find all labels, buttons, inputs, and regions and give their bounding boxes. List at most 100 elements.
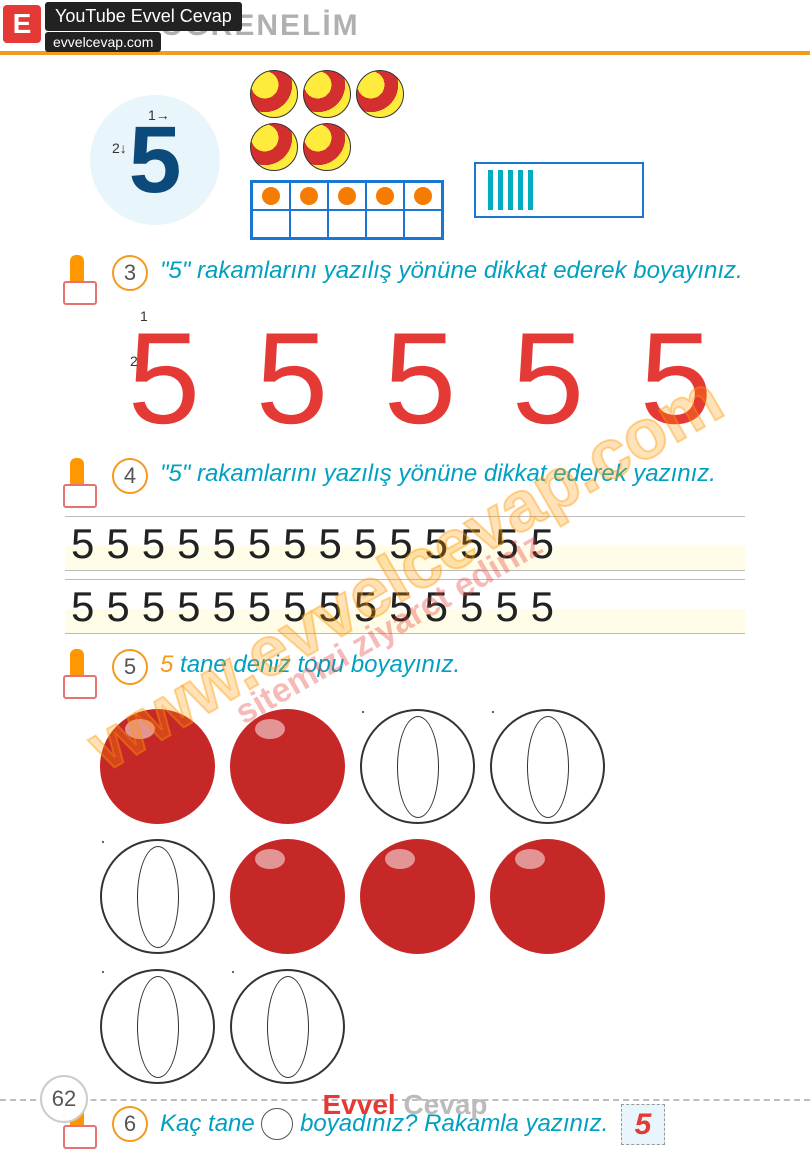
task-text: "5" rakamlarını yazılış yönüne dikkat ed… xyxy=(160,255,743,286)
outline-ball xyxy=(100,969,215,1084)
written-five: 5 xyxy=(142,583,165,631)
written-five: 5 xyxy=(71,520,94,568)
task6-text-a: Kaç tane xyxy=(160,1109,255,1136)
ten-cell xyxy=(328,210,366,238)
youtube-label: YouTube Evvel Cevap xyxy=(45,2,242,31)
written-five: 5 xyxy=(177,583,200,631)
coloring-balls-grid xyxy=(100,709,730,1084)
ten-cell xyxy=(290,182,328,210)
tally-mark xyxy=(518,170,523,210)
big-number-5: 5 xyxy=(129,113,182,208)
beach-ball-icon xyxy=(356,70,404,118)
trace-five: 5 xyxy=(128,313,200,443)
ten-cell xyxy=(252,210,290,238)
number-circle: 1→ 2↓ 5 xyxy=(90,95,220,225)
dot-icon xyxy=(414,187,432,205)
task-number: 4 xyxy=(112,458,148,494)
small-ball-icon xyxy=(261,1108,293,1140)
written-five: 5 xyxy=(389,583,412,631)
badge-e: E xyxy=(3,5,41,43)
written-five: 5 xyxy=(71,583,94,631)
written-five: 5 xyxy=(495,520,518,568)
colored-ball xyxy=(360,839,475,954)
written-five: 5 xyxy=(389,520,412,568)
brand-part1: Evvel xyxy=(323,1089,396,1120)
written-five: 5 xyxy=(106,520,129,568)
task-text: 5 tane deniz topu boyayınız. xyxy=(160,649,460,680)
colored-ball xyxy=(230,709,345,824)
tally-mark xyxy=(488,170,493,210)
task-number: 3 xyxy=(112,255,148,291)
written-five: 5 xyxy=(319,520,342,568)
ten-cell xyxy=(404,210,442,238)
beach-ball-icon xyxy=(250,123,298,171)
trace-five: 5 xyxy=(384,313,456,443)
written-five: 5 xyxy=(531,583,554,631)
tally-box xyxy=(474,162,644,218)
big-fives-row: 1 2 5 5 5 5 5 xyxy=(100,313,740,443)
page-content: 1→ 2↓ 5 xyxy=(0,70,810,1157)
stroke-1-label: 1→ xyxy=(148,107,170,123)
ten-cell xyxy=(328,182,366,210)
written-five: 5 xyxy=(177,520,200,568)
task-text: "5" rakamlarını yazılış yönüne dikkat ed… xyxy=(160,458,716,489)
written-five: 5 xyxy=(425,583,448,631)
written-five: 5 xyxy=(142,520,165,568)
task5-rest: tane deniz topu boyayınız. xyxy=(180,651,460,678)
tally-mark xyxy=(528,170,533,210)
written-five: 5 xyxy=(212,583,235,631)
colored-ball xyxy=(230,839,345,954)
written-five: 5 xyxy=(248,583,271,631)
ten-frame xyxy=(250,180,444,240)
written-five: 5 xyxy=(495,583,518,631)
writing-line-2: 55555555555555 xyxy=(65,579,745,634)
dot-icon xyxy=(376,187,394,205)
written-five: 5 xyxy=(212,520,235,568)
task-number: 6 xyxy=(112,1106,148,1142)
pencil-icon xyxy=(60,255,100,305)
ten-cell xyxy=(252,182,290,210)
dot-icon xyxy=(262,187,280,205)
outline-ball xyxy=(360,709,475,824)
task-5: 5 5 tane deniz topu boyayınız. xyxy=(60,649,770,699)
beach-ball-icon xyxy=(250,70,298,118)
outline-ball xyxy=(490,709,605,824)
written-five: 5 xyxy=(319,583,342,631)
task-4: 4 "5" rakamlarını yazılış yönüne dikkat … xyxy=(60,458,770,508)
pencil-icon xyxy=(60,458,100,508)
answer-box[interactable]: 5 xyxy=(621,1104,665,1145)
beach-balls-row1 xyxy=(250,70,404,118)
outline-ball xyxy=(230,969,345,1084)
colored-ball xyxy=(490,839,605,954)
ten-cell xyxy=(404,182,442,210)
task-3: 3 "5" rakamlarını yazılış yönüne dikkat … xyxy=(60,255,770,305)
task-number: 5 xyxy=(112,649,148,685)
page-number: 62 xyxy=(40,1075,88,1123)
written-five: 5 xyxy=(283,583,306,631)
outline-ball xyxy=(100,839,215,954)
dot-icon xyxy=(300,187,318,205)
brand-part2: Cevap xyxy=(396,1089,488,1120)
ten-cell xyxy=(290,210,328,238)
site-label: evvelcevap.com xyxy=(45,32,161,52)
beach-balls-and-frame xyxy=(250,70,444,240)
footer-brand: Evvel Cevap xyxy=(323,1089,488,1121)
stroke-2-label: 2↓ xyxy=(112,140,127,156)
stroke-2-arrow: 2 xyxy=(130,353,138,369)
beach-balls-row2 xyxy=(250,123,351,171)
five-orange: 5 xyxy=(160,651,173,678)
beach-ball-icon xyxy=(303,123,351,171)
writing-line-1: 55555555555555 xyxy=(65,516,745,571)
colored-ball xyxy=(100,709,215,824)
written-five: 5 xyxy=(283,520,306,568)
written-five: 5 xyxy=(106,583,129,631)
intro-row: 1→ 2↓ 5 xyxy=(90,70,770,240)
written-five: 5 xyxy=(354,520,377,568)
written-five: 5 xyxy=(531,520,554,568)
ten-cell xyxy=(366,182,404,210)
tally-mark xyxy=(508,170,513,210)
beach-ball-icon xyxy=(303,70,351,118)
pencil-icon xyxy=(60,649,100,699)
written-five: 5 xyxy=(425,520,448,568)
ten-cell xyxy=(366,210,404,238)
